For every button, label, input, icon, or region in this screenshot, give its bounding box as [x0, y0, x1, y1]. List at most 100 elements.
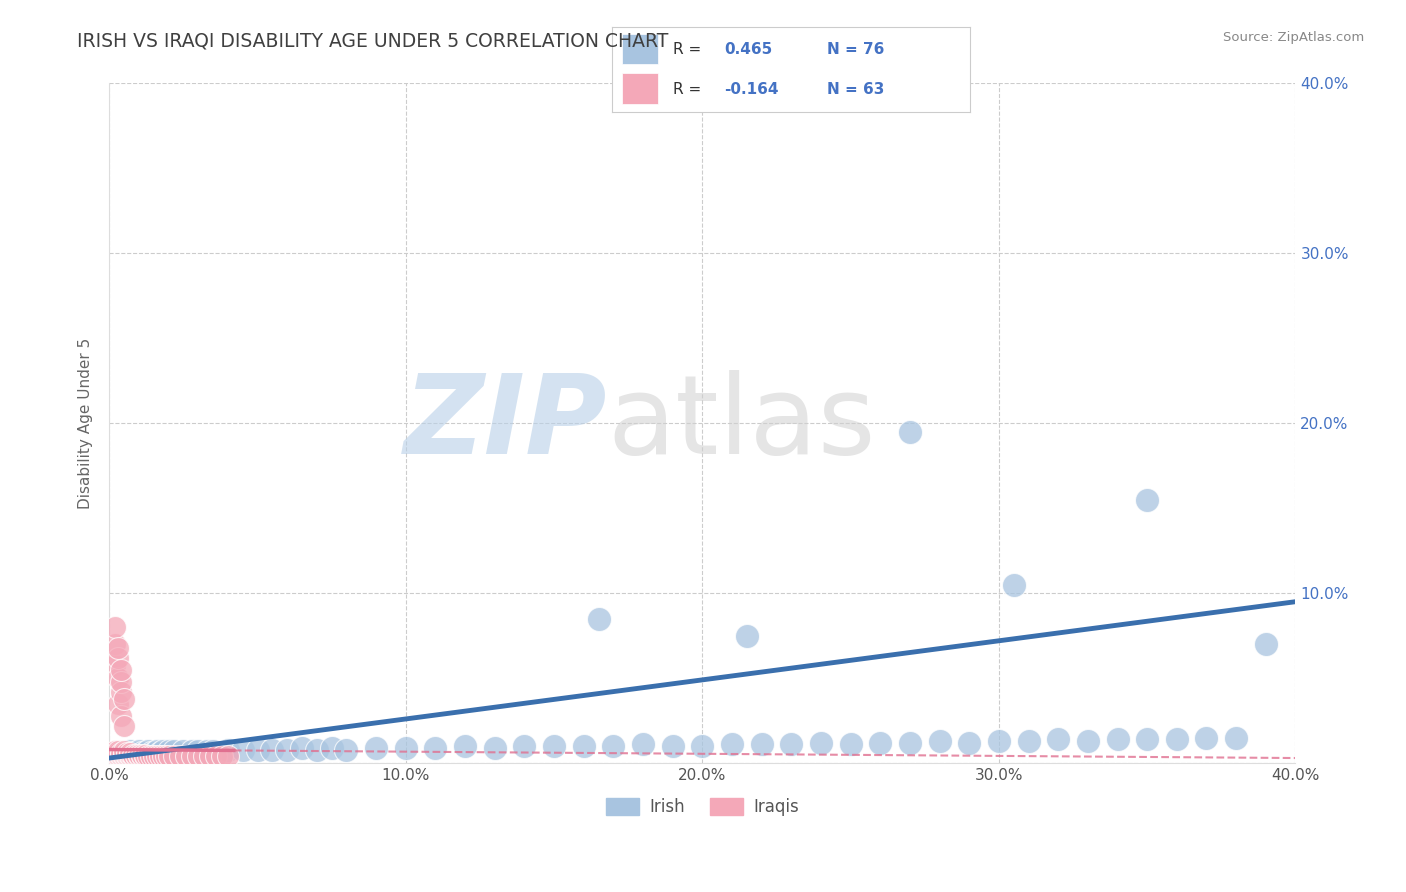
Point: [735, 629, 758, 643]
Point: [131, 747, 153, 762]
Text: -0.164: -0.164: [724, 81, 779, 96]
Point: [155, 749, 177, 764]
Point: [1166, 732, 1188, 747]
Point: [142, 749, 165, 764]
Point: [305, 742, 328, 756]
Point: [104, 657, 127, 672]
Point: [125, 746, 148, 760]
Point: [425, 740, 447, 755]
Point: [321, 740, 343, 755]
Point: [101, 746, 124, 760]
Point: [139, 749, 162, 764]
Point: [107, 749, 129, 764]
Point: [112, 749, 135, 764]
Point: [134, 747, 156, 762]
Text: Source: ZipAtlas.com: Source: ZipAtlas.com: [1223, 31, 1364, 45]
Point: [110, 746, 132, 760]
Point: [136, 744, 159, 758]
Point: [232, 742, 254, 756]
Text: atlas: atlas: [607, 370, 876, 477]
Point: [780, 738, 803, 752]
Point: [107, 747, 129, 762]
Point: [181, 744, 204, 758]
Point: [839, 738, 862, 752]
Point: [1254, 637, 1277, 651]
Point: [928, 734, 950, 748]
Point: [176, 749, 198, 764]
Point: [152, 749, 174, 764]
Point: [169, 749, 191, 764]
Point: [107, 697, 129, 711]
Point: [721, 738, 744, 752]
Point: [104, 747, 127, 762]
Y-axis label: Disability Age Under 5: Disability Age Under 5: [79, 338, 93, 509]
Point: [110, 747, 132, 762]
Point: [217, 749, 239, 764]
Point: [1047, 732, 1070, 747]
Point: [149, 746, 172, 760]
Point: [195, 744, 218, 758]
Point: [276, 742, 298, 756]
Text: IRISH VS IRAQI DISABILITY AGE UNDER 5 CORRELATION CHART: IRISH VS IRAQI DISABILITY AGE UNDER 5 CO…: [77, 31, 669, 50]
Point: [217, 742, 239, 756]
Point: [104, 744, 127, 758]
Point: [122, 749, 145, 764]
Text: N = 76: N = 76: [827, 42, 884, 57]
Point: [187, 744, 209, 758]
Point: [172, 744, 194, 758]
Point: [810, 736, 832, 750]
Point: [131, 746, 153, 760]
Point: [112, 744, 135, 758]
Point: [125, 747, 148, 762]
Point: [898, 425, 921, 439]
Text: ZIP: ZIP: [404, 370, 607, 477]
Point: [291, 740, 314, 755]
Point: [112, 746, 135, 760]
Point: [110, 685, 132, 699]
Point: [115, 747, 138, 762]
Point: [692, 739, 714, 753]
Point: [513, 739, 536, 753]
Point: [110, 674, 132, 689]
Point: [193, 749, 215, 764]
Point: [101, 749, 124, 764]
Point: [139, 746, 162, 760]
Point: [366, 740, 388, 755]
Point: [107, 671, 129, 685]
Text: R =: R =: [672, 42, 706, 57]
Point: [110, 747, 132, 762]
Point: [110, 746, 132, 760]
Point: [1077, 734, 1099, 748]
Point: [987, 734, 1010, 748]
Point: [112, 691, 135, 706]
Point: [202, 744, 225, 758]
Point: [661, 739, 683, 753]
Point: [1018, 734, 1040, 748]
Point: [107, 744, 129, 758]
Point: [205, 749, 228, 764]
Point: [145, 749, 167, 764]
Point: [122, 747, 145, 762]
Point: [104, 637, 127, 651]
Point: [107, 640, 129, 655]
Point: [142, 746, 165, 760]
Point: [107, 749, 129, 764]
Bar: [623, 34, 658, 64]
Point: [118, 746, 141, 760]
Point: [1136, 732, 1159, 747]
Point: [134, 749, 156, 764]
Point: [112, 749, 135, 764]
Point: [1107, 732, 1129, 747]
Point: [110, 749, 132, 764]
Point: [112, 719, 135, 733]
Point: [104, 747, 127, 762]
Point: [163, 744, 186, 758]
Point: [122, 747, 145, 762]
Point: [163, 749, 186, 764]
Point: [122, 746, 145, 760]
Bar: [623, 73, 658, 103]
Text: 0.465: 0.465: [724, 42, 773, 57]
Point: [128, 744, 150, 758]
Point: [128, 747, 150, 762]
Point: [454, 739, 477, 753]
